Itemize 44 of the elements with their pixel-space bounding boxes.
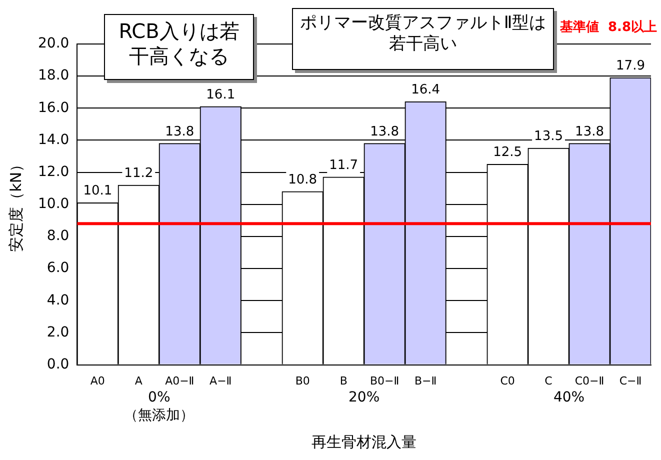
data-label: 13.8 [370, 124, 400, 140]
data-label: 16.1 [206, 87, 236, 102]
y-tick-label: 0.0 [46, 356, 70, 372]
x-tick-label: C [544, 374, 553, 388]
y-tick-label: 16.0 [38, 100, 70, 116]
y-tick-label: 18.0 [38, 68, 70, 84]
x-tick-label: A−Ⅱ [210, 374, 232, 388]
x-tick-label: C0−Ⅱ [574, 374, 604, 388]
y-tick-label: 4.0 [46, 292, 70, 308]
data-label: 12.5 [493, 145, 522, 160]
x-tick-label: C0 [500, 374, 515, 388]
x-tick-label: B0 [295, 374, 310, 388]
data-label: 16.4 [411, 82, 440, 98]
data-label: 17.9 [616, 58, 645, 74]
x-tick-label: C−Ⅱ [619, 374, 642, 388]
data-label: 10.8 [288, 172, 318, 188]
annotation: ポリマー改質アスファルトⅡ型は若干高い [292, 8, 554, 70]
x-axis-title: 再生骨材混入量 [312, 432, 417, 451]
x-tick-label: B [340, 374, 348, 388]
data-label: 11.7 [329, 158, 358, 174]
ref-line-label: 基準値 8.8以上 [558, 20, 657, 35]
text: （無添加） [124, 407, 194, 424]
x-tick-label: B0−Ⅱ [370, 374, 400, 388]
x-tick-label: B−Ⅱ [414, 374, 437, 388]
y-tick-label: 10.0 [38, 196, 70, 212]
x-tick-label: A0 [90, 374, 105, 388]
y-tick-label: 14.0 [38, 132, 70, 148]
data-label: 13.8 [575, 124, 604, 140]
annotation: RCB入りは若干高くなる [104, 14, 254, 80]
y-tick-label: 20.0 [38, 36, 70, 52]
x-tick-label: A [134, 374, 143, 388]
text: 20% [348, 389, 380, 406]
data-label: 13.8 [165, 124, 194, 140]
text: 0% [148, 389, 170, 406]
y-tick-label: 6.0 [46, 260, 70, 276]
data-label: 10.1 [83, 184, 112, 199]
y-tick-label: 2.0 [46, 324, 70, 340]
data-label: 13.5 [534, 129, 564, 144]
text: 40% [553, 389, 585, 406]
x-tick-label: A0−Ⅱ [165, 374, 194, 388]
data-label: 11.2 [124, 166, 154, 182]
y-tick-label: 12.0 [38, 164, 70, 180]
y-axis-title: 安定度（kN） [6, 156, 25, 252]
y-tick-label: 8.0 [46, 228, 70, 244]
